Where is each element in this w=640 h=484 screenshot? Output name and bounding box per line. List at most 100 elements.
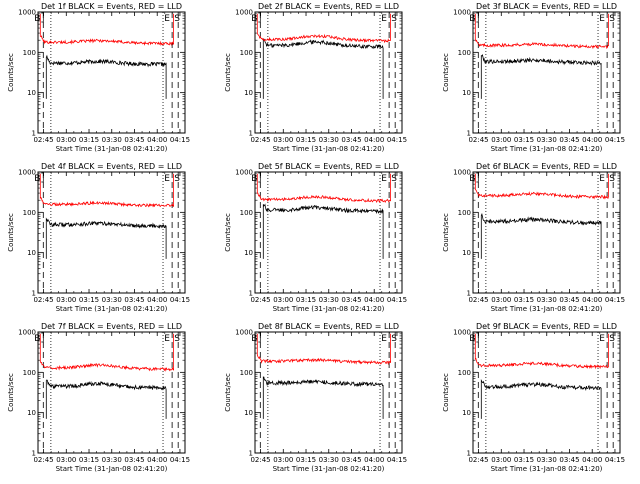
- y-tick-label: 100: [240, 49, 253, 57]
- chart-panel-3: Det 3f BLACK = Events, RED = LLD Counts/s…: [442, 2, 625, 153]
- y-tick-label: 1000: [453, 329, 471, 337]
- x-tick-label: 03:15: [514, 296, 534, 304]
- y-axis-label: Counts/sec: [224, 373, 232, 412]
- begin-bracket: [258, 332, 261, 343]
- x-axis-label: Start Time (31-Jan-08 02:41:20): [56, 145, 168, 153]
- end-marker: E: [599, 14, 605, 24]
- y-tick-label: 1: [249, 130, 253, 138]
- x-tick-label: 04:00: [582, 456, 602, 464]
- x-tick-label: 03:45: [559, 136, 579, 144]
- x-tick-label: 04:15: [170, 136, 190, 144]
- begin-bracket: [476, 172, 479, 183]
- y-axis-label: Counts/sec: [224, 213, 232, 252]
- end-marker: E: [381, 334, 387, 344]
- x-tick-label: 03:45: [341, 136, 361, 144]
- events-series-line: [45, 379, 167, 419]
- y-tick-label: 1000: [18, 169, 36, 177]
- begin-bracket: [476, 332, 479, 343]
- chart-title: Det 8f BLACK = Events, RED = LLD: [258, 322, 399, 331]
- begin-marker: B: [469, 334, 475, 344]
- x-tick-label: 03:15: [296, 136, 316, 144]
- x-tick-label: 03:00: [491, 456, 511, 464]
- x-tick-label: 02:45: [468, 136, 488, 144]
- end-marker: E: [599, 174, 605, 184]
- y-tick-label: 1000: [235, 169, 253, 177]
- chart-panel-2: Det 2f BLACK = Events, RED = LLD Counts/s…: [224, 2, 407, 153]
- x-tick-label: 02:45: [250, 456, 270, 464]
- events-series-line: [45, 217, 167, 259]
- x-axis-label: Start Time (31-Jan-08 02:41:20): [491, 305, 603, 313]
- chart-title: Det 4f BLACK = Events, RED = LLD: [41, 162, 182, 171]
- chart-title: Det 2f BLACK = Events, RED = LLD: [258, 2, 399, 11]
- y-tick-label: 10: [27, 249, 36, 257]
- x-tick-label: 03:45: [124, 456, 144, 464]
- lld-series-line: [256, 333, 391, 366]
- x-tick-label: 03:30: [102, 296, 122, 304]
- end-marker: E: [381, 174, 387, 184]
- chart-title: Det 1f BLACK = Events, RED = LLD: [41, 2, 182, 11]
- x-tick-label: 03:45: [559, 456, 579, 464]
- x-tick-label: 02:45: [33, 136, 53, 144]
- events-series-line: [480, 213, 602, 259]
- x-tick-label: 03:15: [296, 296, 316, 304]
- y-tick-label: 1: [32, 130, 36, 138]
- y-tick-label: 100: [458, 49, 471, 57]
- y-tick-label: 1000: [18, 329, 36, 337]
- events-series-line: [480, 54, 602, 99]
- lld-series-line: [474, 13, 609, 50]
- begin-marker: B: [34, 14, 40, 24]
- end-marker-secondary: S: [391, 334, 397, 344]
- y-tick-label: 1: [249, 290, 253, 298]
- x-tick-label: 03:00: [273, 296, 293, 304]
- x-tick-label: 03:15: [514, 456, 534, 464]
- y-tick-label: 100: [458, 369, 471, 377]
- x-tick-label: 04:15: [605, 456, 625, 464]
- lld-series-line: [256, 173, 391, 204]
- x-tick-label: 03:30: [537, 456, 557, 464]
- end-marker: E: [599, 334, 605, 344]
- begin-bracket: [476, 12, 479, 23]
- plot-frame: [472, 331, 621, 454]
- x-tick-label: 04:00: [147, 296, 167, 304]
- x-tick-label: 04:00: [582, 296, 602, 304]
- end-marker-secondary: S: [391, 14, 397, 24]
- y-tick-label: 1000: [453, 9, 471, 17]
- x-axis-label: Start Time (31-Jan-08 02:41:20): [273, 305, 385, 313]
- y-tick-label: 10: [462, 249, 471, 257]
- x-tick-label: 03:00: [56, 456, 76, 464]
- lld-series-line: [39, 13, 174, 46]
- end-marker-secondary: S: [609, 174, 615, 184]
- chart-title: Det 3f BLACK = Events, RED = LLD: [476, 2, 617, 11]
- chart-panel-1: Det 1f BLACK = Events, RED = LLD Counts/s…: [7, 2, 190, 153]
- x-axis-label: Start Time (31-Jan-08 02:41:20): [491, 145, 603, 153]
- y-axis-label: Counts/sec: [7, 213, 15, 252]
- x-tick-label: 03:30: [319, 136, 339, 144]
- y-tick-label: 10: [462, 409, 471, 417]
- plot-frame: [472, 171, 621, 294]
- x-tick-label: 04:00: [364, 136, 384, 144]
- x-tick-label: 03:00: [273, 456, 293, 464]
- lld-series-line: [39, 333, 174, 372]
- x-tick-label: 03:45: [341, 296, 361, 304]
- end-marker-secondary: S: [174, 334, 180, 344]
- x-tick-label: 02:45: [250, 136, 270, 144]
- x-tick-label: 03:30: [102, 136, 122, 144]
- end-marker-secondary: S: [609, 334, 615, 344]
- y-tick-label: 1: [467, 450, 471, 458]
- begin-marker: B: [34, 174, 40, 184]
- x-tick-label: 04:15: [387, 296, 407, 304]
- events-series-line: [262, 376, 384, 419]
- end-marker: E: [381, 14, 387, 24]
- y-tick-label: 100: [23, 209, 36, 217]
- chart-panel-5: Det 5f BLACK = Events, RED = LLD Counts/s…: [224, 162, 407, 313]
- plot-frame: [254, 171, 403, 294]
- x-tick-label: 04:15: [605, 296, 625, 304]
- x-tick-label: 02:45: [33, 296, 53, 304]
- y-tick-label: 1000: [453, 169, 471, 177]
- lld-series-line: [474, 173, 609, 200]
- x-tick-label: 04:00: [147, 456, 167, 464]
- x-tick-label: 03:15: [79, 296, 99, 304]
- plot-frame: [254, 331, 403, 454]
- x-tick-label: 03:00: [491, 296, 511, 304]
